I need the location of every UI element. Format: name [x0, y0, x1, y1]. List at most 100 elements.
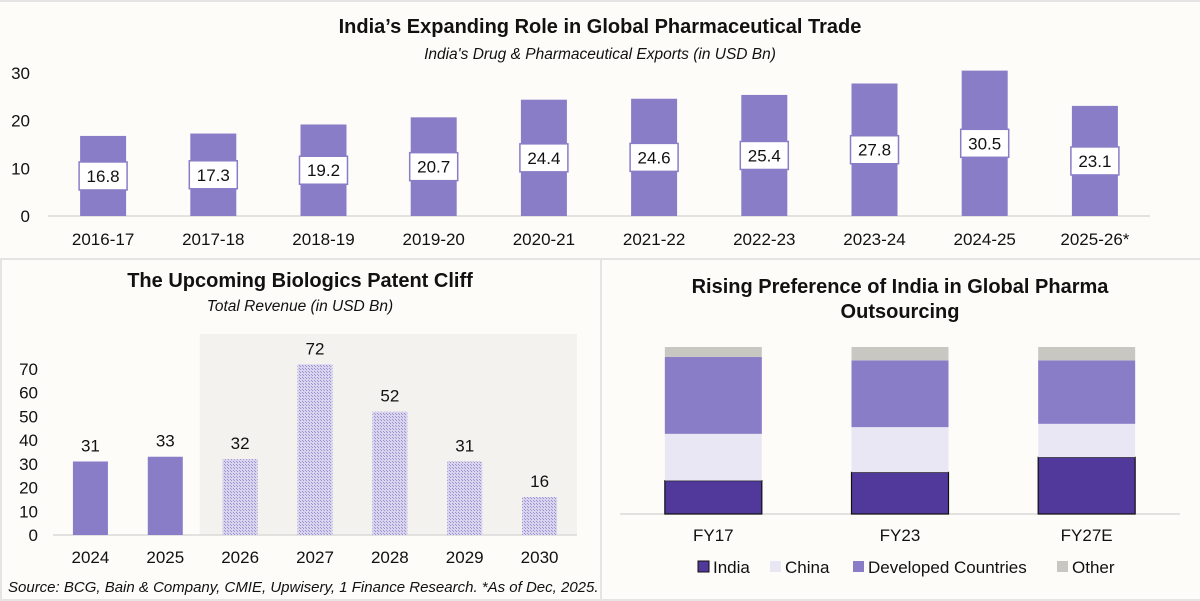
data-label-box — [739, 140, 790, 171]
stacked-segment-india — [850, 471, 950, 515]
stacked-segment-other — [1038, 347, 1136, 361]
exports-chart: 0 10 20 30 16.8 2016-17 17.3 2017-18 19.2 2018-19… — [11, 64, 1150, 249]
y-tick-label: 40 — [19, 431, 38, 450]
x-tick-label: FY27E — [1061, 526, 1113, 545]
data-label: 19.2 — [307, 161, 340, 180]
source-note: Source: BCG, Bain & Company, CMIE, Upwis… — [8, 579, 599, 596]
patent-cliff-chart-subtitle: Total Revenue (in USD Bn) — [206, 298, 394, 315]
bottom-border — [0, 599, 1200, 601]
data-label: 52 — [380, 387, 399, 406]
x-tick-label: FY23 — [880, 526, 921, 545]
x-tick-label: 2019-20 — [403, 230, 465, 249]
legend-label: India — [713, 558, 750, 577]
patent-cliff-chart: 0102030405060703120243320253220267220275… — [19, 334, 577, 567]
data-label-box — [188, 160, 239, 190]
legend: India China Developed Countries Other — [697, 558, 1115, 577]
data-label: 16.8 — [87, 167, 120, 186]
data-label: 72 — [306, 339, 325, 358]
y-tick-label: 30 — [11, 64, 30, 83]
y-tick-label: 10 — [19, 502, 38, 521]
patent-cliff-chart-title: The Upcoming Biologics Patent Cliff — [127, 270, 473, 292]
x-tick-label: 2025-26* — [1060, 230, 1129, 249]
data-label: 24.4 — [527, 149, 560, 168]
bar — [147, 456, 183, 535]
y-tick-label: 20 — [11, 112, 30, 131]
stacked-segment-other — [664, 347, 762, 358]
stacked-segment-developed-countries — [1038, 360, 1136, 424]
projected-bar — [297, 364, 333, 535]
data-label: 31 — [455, 436, 474, 455]
x-tick-label: FY17 — [693, 526, 734, 545]
data-label-box — [408, 151, 459, 182]
outsourcing-chart-title-line-1: Rising Preference of India in Global Pha… — [691, 276, 1109, 298]
x-tick-label: 2029 — [446, 548, 484, 567]
stacked-segment-china — [1038, 423, 1136, 458]
y-tick-label: 50 — [19, 407, 38, 426]
x-tick-label: 2025 — [146, 548, 184, 567]
y-tick-label: 0 — [21, 207, 30, 226]
projected-bar — [522, 497, 558, 535]
data-label-box — [519, 143, 569, 173]
x-tick-label: 2030 — [521, 548, 559, 567]
stacked-segment-china — [851, 427, 949, 473]
x-tick-label: 2021-22 — [623, 230, 685, 249]
stacked-segment-developed-countries — [664, 357, 762, 434]
stacked-segment-other — [851, 347, 949, 361]
data-label: 17.3 — [197, 166, 230, 185]
outsourcing-chart: FY17 FY23 FY27E India China Developed Countri… — [620, 347, 1180, 577]
stacked-segment-developed-countries — [851, 360, 949, 428]
data-label: 32 — [231, 434, 250, 453]
data-label: 24.6 — [638, 148, 671, 167]
x-tick-label: 2020-21 — [513, 230, 575, 249]
y-tick-label: 20 — [19, 479, 38, 498]
legend-label: China — [785, 558, 830, 577]
exports-panel — [0, 0, 1200, 259]
data-label-box — [78, 161, 128, 191]
exports-chart-title: India’s Expanding Role in Global Pharmac… — [338, 16, 862, 38]
legend-swatch-china — [770, 561, 781, 572]
x-tick-label: 2027 — [296, 548, 334, 567]
y-tick-label: 10 — [11, 159, 30, 178]
data-label-box — [298, 155, 349, 185]
horizontal-divider — [0, 258, 1200, 260]
data-label-box — [959, 128, 1010, 159]
x-tick-label: 2018-19 — [292, 230, 354, 249]
data-label-box — [849, 134, 900, 165]
y-tick-label: 30 — [19, 455, 38, 474]
legend-swatch-developed-countries — [853, 561, 864, 572]
x-tick-label: 2024-25 — [954, 230, 1016, 249]
exports-chart-subtitle: India's Drug & Pharmaceutical Exports (i… — [424, 46, 776, 63]
data-label: 20.7 — [417, 158, 450, 177]
projected-bar — [222, 459, 258, 535]
x-tick-label: 2028 — [371, 548, 409, 567]
vertical-divider — [600, 260, 602, 600]
data-label-box — [1070, 146, 1120, 176]
x-tick-label: 2026 — [221, 548, 259, 567]
data-label: 27.8 — [858, 141, 891, 160]
x-tick-label: 2017-18 — [182, 230, 244, 249]
data-label: 16 — [530, 472, 549, 491]
outsourcing-chart-title-line-2: Outsourcing — [840, 301, 960, 323]
projected-bar — [372, 411, 408, 535]
left-border — [0, 260, 2, 600]
legend-label: Other — [1072, 558, 1115, 577]
bar — [72, 461, 108, 535]
data-label: 33 — [156, 432, 175, 451]
data-label: 30.5 — [968, 134, 1001, 153]
data-label: 23.1 — [1078, 152, 1111, 171]
data-label: 31 — [81, 436, 100, 455]
x-tick-label: 2024 — [72, 548, 110, 567]
x-tick-label: 2023-24 — [843, 230, 905, 249]
x-tick-label: 2016-17 — [72, 230, 134, 249]
legend-swatch-india — [697, 560, 710, 573]
y-tick-label: 60 — [19, 384, 38, 403]
y-tick-label: 0 — [29, 526, 38, 545]
legend-label: Developed Countries — [868, 558, 1027, 577]
stacked-segment-india — [664, 480, 763, 515]
stacked-segment-china — [664, 433, 762, 481]
projected-bar — [447, 461, 483, 535]
y-tick-label: 70 — [19, 360, 38, 379]
data-label: 25.4 — [748, 146, 781, 165]
legend-swatch-other — [1057, 561, 1068, 572]
